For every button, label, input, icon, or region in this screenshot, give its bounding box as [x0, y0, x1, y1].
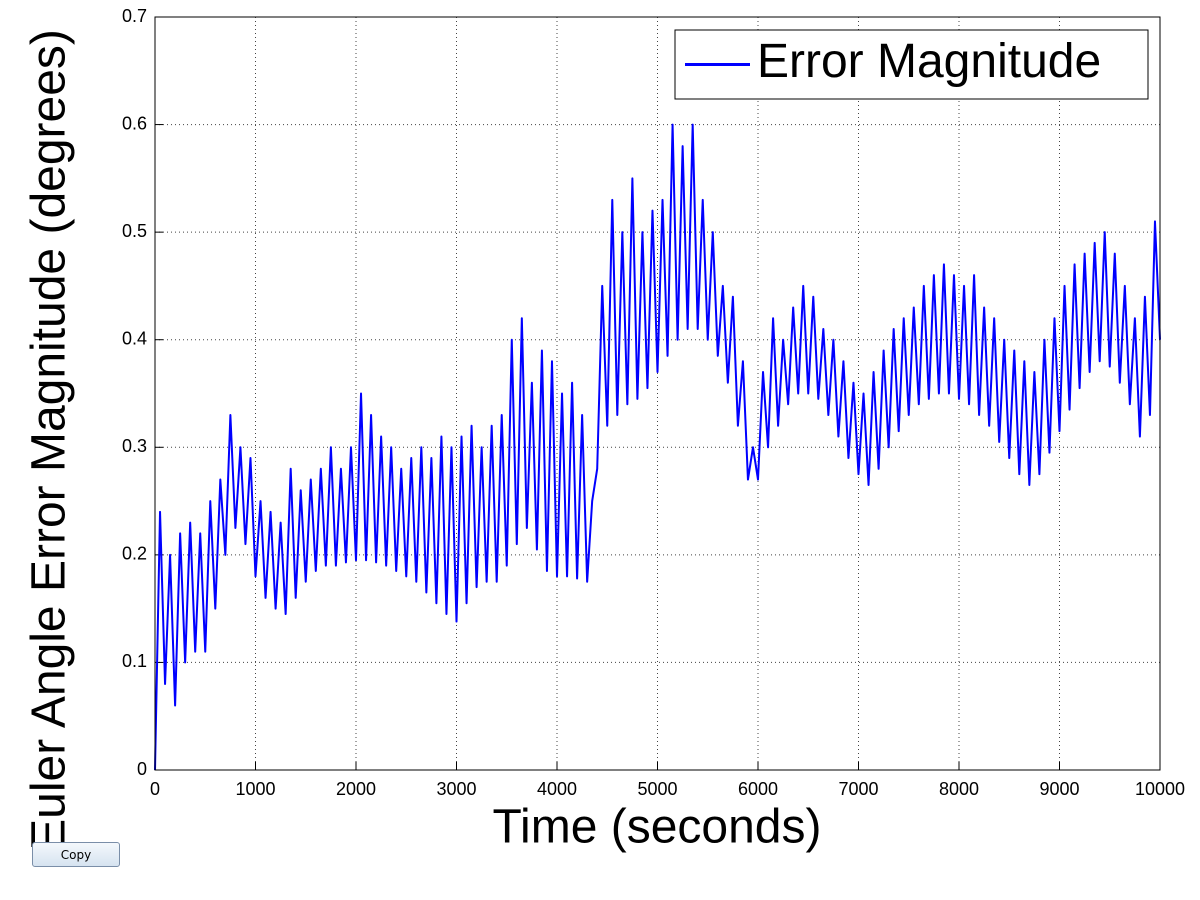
- x-tick-label: 10000: [1135, 779, 1185, 799]
- y-tick-label: 0.5: [122, 221, 147, 241]
- x-tick-label: 5000: [637, 779, 677, 799]
- y-tick-label: 0.6: [122, 113, 147, 133]
- x-tick-label: 1000: [235, 779, 275, 799]
- y-axis-label: Euler Angle Error Magnitude (degrees): [23, 29, 76, 851]
- y-tick-label: 0.2: [122, 544, 147, 564]
- legend-label: Error Magnitude: [757, 35, 1101, 88]
- copy-button[interactable]: Copy: [32, 842, 120, 867]
- legend-box: [674, 29, 1149, 100]
- data-line: [154, 123, 1161, 771]
- y-tick-label: 0.7: [122, 6, 147, 26]
- x-tick-label: 0: [150, 779, 160, 799]
- y-tick-label: 0.4: [122, 328, 147, 348]
- x-tick-label: 9000: [1039, 779, 1079, 799]
- x-axis-label: Time (seconds): [493, 801, 822, 854]
- y-tick-label: 0: [137, 759, 147, 779]
- x-tick-label: 3000: [436, 779, 476, 799]
- axes-box: [154, 16, 1161, 771]
- x-tick-label: 4000: [537, 779, 577, 799]
- y-tick-label: 0.1: [122, 651, 147, 671]
- y-tick-label: 0.3: [122, 436, 147, 456]
- x-tick-label: 6000: [738, 779, 778, 799]
- x-tick-label: 7000: [838, 779, 878, 799]
- x-tick-label: 2000: [336, 779, 376, 799]
- x-tick-label: 8000: [939, 779, 979, 799]
